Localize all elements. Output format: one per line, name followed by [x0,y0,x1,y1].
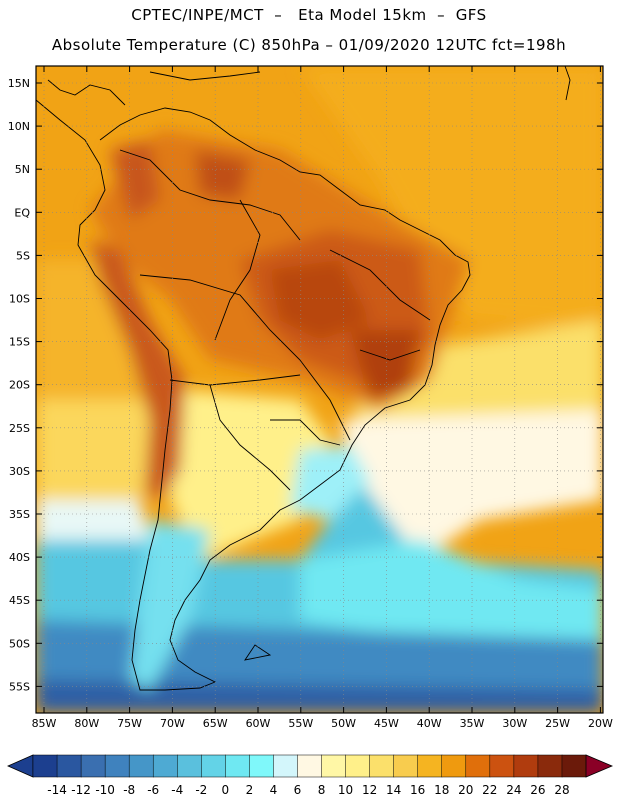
lat-tick-label: EQ [14,206,30,219]
colorbar-swatch [393,754,419,778]
colorbar-label: 0 [222,783,230,797]
colorbar-swatch [561,754,587,778]
colorbar-label: 12 [362,783,377,797]
lon-tick-label: 25W [545,717,570,730]
title-line-2: Absolute Temperature (C) 850hPa – 01/09/… [51,36,567,54]
lat-tick-label: 5N [15,163,30,176]
lon-tick-label: 35W [460,717,485,730]
map-frame [35,65,604,714]
colorbar-swatch [441,754,467,778]
lon-tick-label: 60W [246,717,271,730]
colorbar-swatch [537,754,563,778]
colorbar-label: 8 [318,783,326,797]
colorbar-swatch [80,754,106,778]
colorbar-swatch [345,754,371,778]
colorbar-high-arrow [585,754,614,778]
lon-tick-label: 65W [203,717,228,730]
colorbar-swatch [104,754,130,778]
lon-tick-label: 75W [117,717,142,730]
colorbar-label: -12 [71,783,91,797]
colorbar-swatch [513,754,539,778]
lat-lon-grid [36,66,603,713]
colorbar-swatch [465,754,491,778]
lon-tick-label: 50W [331,717,356,730]
colorbar-swatch [56,754,82,778]
colorbar-swatch [177,754,202,778]
colorbar-swatch [321,754,347,778]
lon-tick-label: 85W [32,717,57,730]
colorbar-label: 26 [530,783,545,797]
colorbar-label: 10 [338,783,353,797]
colorbar-label: 16 [410,783,425,797]
colorbar-label: 22 [482,783,497,797]
temperature-field [36,66,603,713]
lat-tick-label: 45S [9,594,30,607]
colorbar-swatch [201,754,226,778]
lat-tick-label: 35S [9,508,30,521]
title-line-1: CPTEC/INPE/MCT – Eta Model 15km – GFS [131,6,487,24]
lon-tick-label: 30W [502,717,527,730]
colorbar: -14 -12 -10 -8 -6 -4 -2 0 2 4 6 8 10 12 14 16 18 20 22 24 26… [7,754,614,797]
colorbar-label: 20 [458,783,473,797]
lon-tick-label: 20W [588,717,613,730]
lat-tick-label: 40S [9,551,30,564]
lat-tick-label: 50S [9,637,30,650]
colorbar-label: 4 [270,783,278,797]
colorbar-label: -6 [147,783,159,797]
lon-tick-label: 80W [74,717,99,730]
colorbar-label: 18 [434,783,449,797]
lat-tick-label: 20S [9,379,30,392]
colorbar-swatch [273,754,299,778]
colorbar-swatch [128,754,154,778]
lat-tick-label: 30S [9,465,30,478]
lat-tick-label: 15S [9,336,30,349]
lat-tick-label: 10N [8,120,30,133]
colorbar-label: -14 [47,783,67,797]
colorbar-swatch [489,754,515,778]
colorbar-swatch [297,754,323,778]
lat-tick-label: 10S [9,293,30,306]
longitude-axis: 85W 80W 75W 70W 65W 60W 55W 50W 45W 40W 35W 30W 25W 2… [32,66,613,730]
colorbar-label: -8 [123,783,135,797]
lon-tick-label: 55W [288,717,313,730]
colorbar-swatch [249,754,274,778]
colorbar-label: 14 [386,783,401,797]
colorbar-label: -4 [171,783,183,797]
latitude-axis: 15N 10N 5N EQ 5S 10S 15S 20S 25S 30S 35S 40S 45S 50S 5… [8,77,603,693]
colorbar-label: 28 [554,783,569,797]
lon-tick-label: 45W [374,717,399,730]
lat-tick-label: 55S [9,680,30,693]
colorbar-label: -2 [195,783,207,797]
lat-tick-label: 25S [9,422,30,435]
colorbar-label: -10 [95,783,115,797]
lon-tick-label: 70W [160,717,185,730]
colorbar-label: 24 [506,783,521,797]
lat-tick-label: 15N [8,77,30,90]
lon-tick-label: 40W [417,717,442,730]
colorbar-swatch [369,754,395,778]
coastlines [36,66,571,691]
colorbar-swatch [32,754,58,778]
colorbar-low-arrow [7,754,34,778]
lat-tick-label: 5S [16,249,30,262]
colorbar-label: 6 [294,783,302,797]
colorbar-swatch [225,754,250,778]
colorbar-swatch [152,754,178,778]
colorbar-swatch [417,754,443,778]
colorbar-label: 2 [246,783,254,797]
